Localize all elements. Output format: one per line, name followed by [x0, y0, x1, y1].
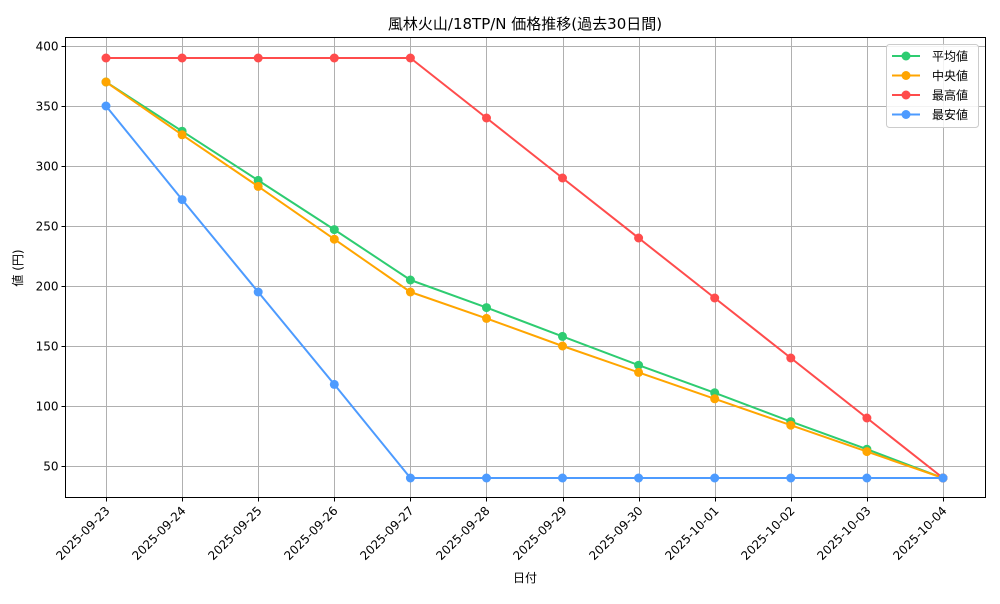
- legend-item: 最高値: [892, 88, 968, 103]
- legend-marker-icon: [901, 71, 911, 80]
- legend-marker-icon: [901, 90, 911, 100]
- data-point-marker: [558, 473, 567, 483]
- series-line: [105, 105, 943, 479]
- data-point-marker: [862, 447, 872, 457]
- data-point-marker: [482, 113, 491, 123]
- series-line: [105, 81, 944, 479]
- legend-label: 最安値: [932, 107, 968, 122]
- y-tick-label: 100: [36, 400, 59, 414]
- data-point-marker: [405, 53, 415, 63]
- data-point-marker: [786, 473, 796, 483]
- data-point-marker: [558, 173, 567, 183]
- data-point-marker: [482, 313, 491, 323]
- data-point-marker: [101, 53, 111, 63]
- x-tick-label: 2025-09-23: [53, 504, 112, 563]
- data-point-marker: [786, 420, 796, 430]
- data-point-marker: [558, 331, 567, 341]
- data-point-marker: [177, 53, 187, 63]
- data-point-marker: [253, 181, 263, 191]
- series-line: [106, 57, 944, 479]
- x-tick-label: 2025-10-01: [662, 504, 721, 563]
- data-point-marker: [710, 293, 720, 303]
- data-point-marker: [329, 53, 339, 63]
- data-point-marker: [710, 394, 720, 404]
- data-point-marker: [482, 473, 491, 483]
- data-point-marker: [253, 287, 263, 297]
- legend-marker-icon: [901, 51, 911, 61]
- data-point-marker: [101, 101, 111, 111]
- data-point-marker: [634, 367, 644, 377]
- series-1: [101, 77, 948, 483]
- data-point-marker: [710, 473, 720, 483]
- legend-item: 平均値: [892, 49, 968, 64]
- x-tick-label: 2025-09-24: [129, 504, 188, 563]
- data-point-marker: [329, 225, 339, 235]
- data-point-marker: [253, 53, 263, 63]
- data-point-marker: [634, 473, 644, 483]
- x-axis-label: 日付: [513, 571, 537, 585]
- data-point-marker: [862, 413, 872, 423]
- y-tick-label: 50: [43, 460, 58, 474]
- x-tick-label: 2025-09-25: [205, 504, 264, 563]
- x-tick-label: 2025-09-27: [357, 504, 416, 563]
- data-point-marker: [329, 379, 339, 389]
- x-tick-label: 2025-09-30: [586, 504, 645, 563]
- data-point-marker: [177, 130, 187, 140]
- legend-marker-icon: [901, 110, 911, 119]
- data-point-marker: [786, 353, 796, 363]
- legend-label: 最高値: [932, 88, 968, 103]
- legend-item: 中央値: [892, 68, 968, 83]
- x-tick-label: 2025-09-28: [433, 504, 492, 563]
- data-point-marker: [558, 341, 567, 351]
- series-0: [101, 77, 948, 483]
- data-point-marker: [405, 275, 415, 285]
- series-lines: [101, 53, 948, 483]
- x-tick-label: 2025-10-03: [814, 504, 873, 563]
- y-tick-label: 400: [36, 40, 59, 54]
- y-tick-label: 300: [36, 160, 59, 174]
- plot-area-frame: [65, 37, 986, 498]
- legend-item: 最安値: [892, 107, 968, 122]
- data-point-marker: [405, 473, 415, 483]
- y-tick-label: 250: [36, 220, 59, 234]
- grid-lines: [65, 37, 986, 498]
- y-axis: 50 100 150 200 250 300 350 400: [36, 40, 66, 474]
- data-point-marker: [405, 287, 415, 297]
- y-tick-label: 200: [36, 280, 59, 294]
- chart-title: 風林火山/18TP/N 価格推移(過去30日間): [388, 15, 662, 33]
- data-point-marker: [634, 360, 644, 370]
- y-axis-label: 値 (円): [10, 249, 25, 286]
- data-point-marker: [862, 473, 872, 483]
- x-axis: 2025-09-23 2025-09-24 2025-09-25 2025-09-26…: [53, 497, 950, 563]
- legend-box: [886, 44, 979, 128]
- series-2: [101, 53, 948, 483]
- data-point-marker: [482, 303, 491, 313]
- x-tick-label: 2025-10-02: [738, 504, 797, 563]
- x-tick-label: 2025-10-04: [890, 504, 949, 563]
- data-point-marker: [634, 233, 644, 243]
- data-point-marker: [177, 195, 187, 205]
- x-tick-label: 2025-09-29: [510, 504, 569, 563]
- legend-label: 中央値: [932, 68, 968, 83]
- data-point-marker: [329, 234, 339, 244]
- series-3: [101, 101, 948, 483]
- legend-label: 平均値: [932, 49, 968, 64]
- data-point-marker: [101, 77, 111, 87]
- data-point-marker: [938, 473, 948, 483]
- y-tick-label: 150: [36, 340, 59, 354]
- x-tick-label: 2025-09-26: [281, 504, 340, 563]
- y-tick-label: 350: [36, 100, 59, 114]
- series-line: [105, 81, 944, 479]
